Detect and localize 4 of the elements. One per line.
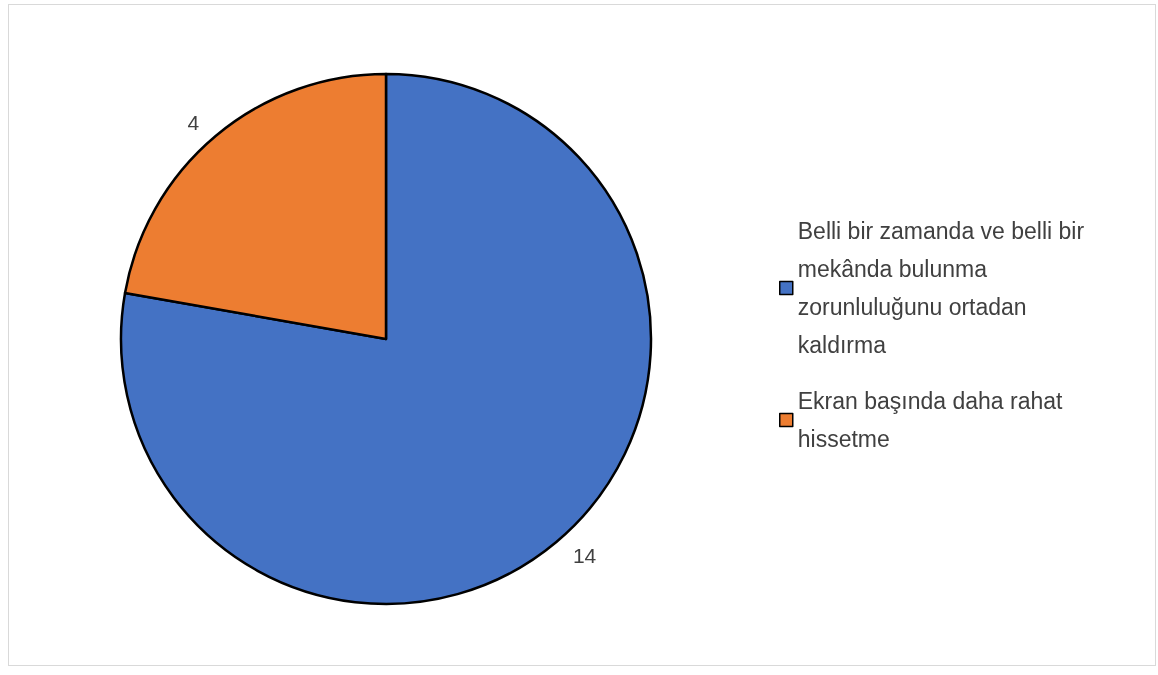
legend-label: Belli bir zamanda ve belli bir mekânda bulunma zorunluluğunu ortadan kaldırma [797, 218, 1091, 358]
data-label: 4 [187, 110, 200, 134]
legend-label: Ekran başında daha rahat hissetme [797, 388, 1069, 452]
data-label: 14 [572, 544, 597, 568]
